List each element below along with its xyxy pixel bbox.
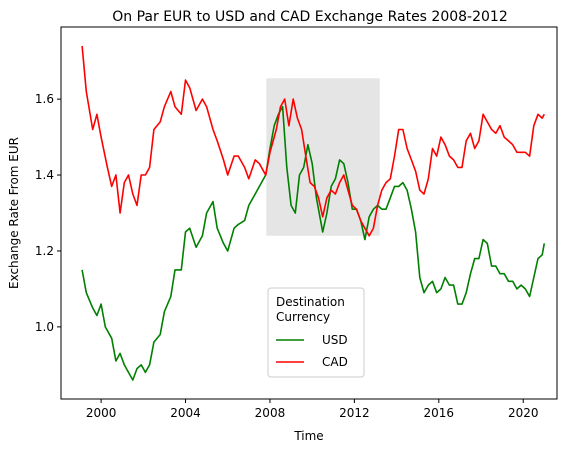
y-axis-label: Exchange Rate From EUR <box>7 137 21 289</box>
series-line-cad <box>81 45 546 237</box>
x-axis: 2000 2004 2008 2012 2016 2020 <box>86 399 539 420</box>
y-tick-label: 1.2 <box>35 244 54 258</box>
plot-area <box>60 26 558 400</box>
y-tick-label: 1.6 <box>35 92 54 106</box>
chart-title: On Par EUR to USD and CAD Exchange Rates… <box>112 9 507 25</box>
legend: Destination Currency USD CAD <box>267 287 365 378</box>
y-axis: 1.0 1.2 1.4 1.6 <box>35 92 61 334</box>
x-tick-label: 2000 <box>86 406 117 420</box>
x-tick-label: 2020 <box>508 406 539 420</box>
x-tick-label: 2008 <box>255 406 286 420</box>
legend-box <box>267 287 365 378</box>
x-tick-label: 2004 <box>170 406 201 420</box>
legend-label-usd: USD <box>322 333 348 347</box>
y-tick-label: 1.0 <box>35 320 54 334</box>
plot-frame <box>60 26 558 400</box>
series-line-usd <box>81 105 546 381</box>
legend-title: Destination Currency <box>276 295 349 324</box>
x-axis-label: Time <box>293 429 323 443</box>
x-tick-label: 2012 <box>339 406 370 420</box>
y-tick-label: 1.4 <box>35 168 54 182</box>
legend-label-cad: CAD <box>322 355 348 369</box>
x-tick-label: 2016 <box>424 406 455 420</box>
